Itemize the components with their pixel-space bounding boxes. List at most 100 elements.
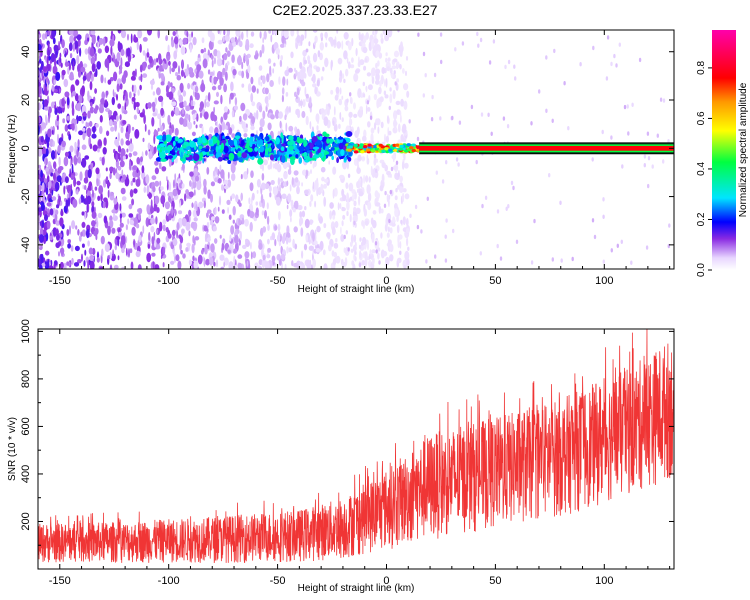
spectrogram-noise-blob (154, 195, 160, 205)
spectrogram-noise-blob (128, 142, 134, 153)
spectrogram-speck (455, 157, 459, 162)
spectrogram-noise-blob (221, 209, 225, 214)
spectrogram-noise-blob (307, 67, 313, 77)
spectrogram-noise-blob (387, 239, 392, 246)
spectrogram-noise-blob (71, 163, 74, 174)
spectrogram-marks (38, 30, 674, 269)
spectrogram-noise-blob (388, 130, 392, 136)
spectrogram-noise-blob (389, 254, 394, 262)
spectrogram-band-blob (298, 145, 305, 152)
spectrogram-noise-blob (374, 190, 379, 198)
spectrogram-band-blob (271, 141, 274, 149)
spectrogram-noise-blob (288, 125, 294, 132)
spectrogram-noise-blob (155, 228, 159, 235)
spectrogram-noise-blob (222, 57, 225, 66)
spectrogram-noise-blob (81, 211, 85, 216)
spectrogram-noise-blob (82, 112, 87, 117)
spectrogram-noise-blob (190, 99, 194, 107)
spectrogram-noise-blob (387, 226, 390, 233)
spectrogram-band-blob (333, 136, 337, 141)
snr-xtick-label: 50 (489, 575, 501, 587)
spectrogram-noise-blob (380, 232, 383, 239)
spectrogram-noise-blob (103, 215, 108, 224)
spectrogram-speck (510, 180, 514, 186)
spectrogram-noise-blob (168, 181, 171, 186)
spectrogram-noise-blob (198, 201, 204, 209)
spectrogram-noise-blob (338, 98, 343, 106)
spectrogram-noise-blob (47, 208, 50, 214)
spectrogram-noise-blob (124, 61, 130, 68)
spectrogram-noise-blob (63, 262, 67, 269)
spectrogram-noise-blob (344, 105, 349, 112)
spectrogram-noise-blob (63, 78, 69, 88)
spectrogram-noise-blob (81, 118, 85, 124)
spectrogram-noise-blob (332, 258, 337, 266)
spectrogram-narrow-blob (363, 145, 368, 149)
spectrogram-noise-blob (100, 235, 105, 245)
spectrogram-noise-blob (205, 101, 210, 108)
spectrogram-noise-blob (315, 247, 321, 253)
spectrogram-noise-blob (72, 198, 78, 208)
spectrogram-noise-blob (107, 182, 111, 187)
spectrogram-xtick-label: 0 (383, 275, 389, 287)
spectrogram-noise-blob (201, 249, 204, 255)
spectrogram-noise-blob (247, 64, 251, 74)
spectrogram-noise-blob (110, 191, 114, 197)
spectrogram-speck (461, 41, 465, 46)
spectrogram-noise-blob (156, 207, 160, 213)
spectrogram-noise-blob (131, 198, 135, 206)
spectrogram-noise-blob (389, 67, 393, 74)
spectrogram-noise-blob (332, 189, 335, 199)
spectrogram-band-blob (309, 151, 313, 159)
spectrogram-noise-blob (38, 258, 41, 268)
spectrogram-noise-blob (106, 130, 110, 137)
spectrogram-noise-blob (55, 71, 61, 81)
spectrogram-noise-blob (282, 76, 286, 87)
spectrogram-speck (643, 154, 647, 159)
spectrogram-noise-blob (181, 163, 185, 171)
spectrogram-noise-blob (115, 172, 120, 180)
spectrogram-noise-blob (188, 209, 192, 217)
spectrogram-noise-blob (256, 88, 259, 94)
spectrogram-noise-blob (237, 262, 243, 269)
spectrogram-noise-blob (74, 124, 78, 132)
spectrogram-noise-blob (333, 106, 336, 116)
spectrogram-noise-blob (292, 238, 295, 249)
spectrogram-noise-blob (195, 92, 200, 101)
spectrogram-noise-blob (223, 52, 228, 61)
spectrogram-noise-blob (375, 202, 381, 207)
spectrogram-noise-blob (178, 94, 184, 103)
spectrogram-noise-blob (348, 111, 353, 118)
spectrogram-noise-blob (93, 108, 98, 114)
spectrogram-band-blob (202, 135, 206, 143)
spectrogram-noise-blob (90, 56, 96, 65)
spectrogram-noise-blob (362, 135, 367, 142)
spectrogram-band-blob (337, 136, 344, 140)
spectrogram-noise-blob (289, 164, 292, 172)
spectrogram-noise-blob (264, 261, 270, 269)
spectrogram-band-blob (332, 143, 338, 148)
spectrogram-speck (563, 81, 566, 86)
spectrogram-noise-blob (171, 229, 176, 237)
spectrogram-noise-blob (193, 238, 196, 246)
spectrogram-noise-blob (209, 126, 214, 134)
spectrogram-noise-blob (392, 165, 398, 170)
spectrogram-noise-blob (335, 86, 340, 94)
spectrogram-noise-blob (193, 222, 198, 230)
spectrogram-band-blob (176, 143, 181, 148)
spectrogram-noise-blob (90, 73, 94, 82)
spectrogram-band-blob (215, 145, 219, 153)
spectrogram-noise-blob (86, 195, 92, 205)
spectrogram-noise-blob (176, 230, 179, 239)
spectrogram-noise-blob (279, 184, 281, 193)
spectrogram-speck (439, 32, 443, 37)
spectrogram-noise-blob (89, 47, 95, 57)
spectrogram-noise-blob (104, 58, 110, 69)
spectrogram-noise-blob (136, 106, 139, 114)
spectrogram-noise-blob (363, 208, 367, 217)
spectrogram-noise-blob (206, 212, 209, 219)
spectrogram-noise-blob (286, 78, 289, 86)
spectrogram-noise-blob (211, 59, 214, 68)
spectrogram-speck (476, 31, 479, 37)
colorbar-tick-label: 0.8 (696, 61, 707, 75)
